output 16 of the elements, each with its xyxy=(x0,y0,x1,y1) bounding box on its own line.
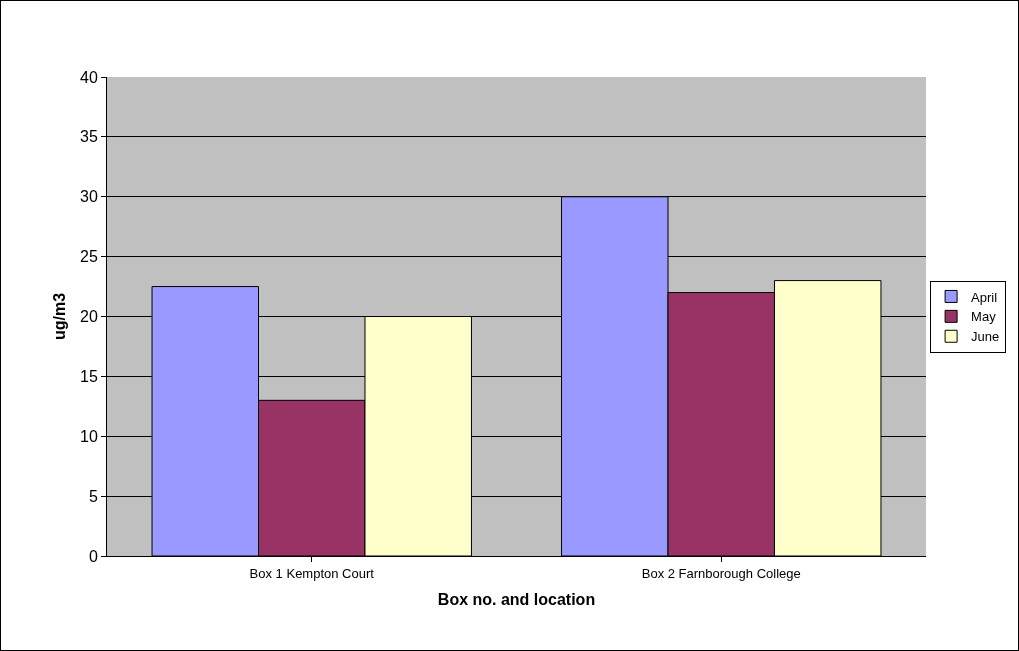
x-axis-title: Box no. and location xyxy=(437,591,596,609)
y-tick-label: 5 xyxy=(88,487,98,505)
x-tick-label: Box 1 Kempton Court xyxy=(249,565,375,581)
legend-label: May xyxy=(971,309,997,325)
x-tick-label: Box 2 Farnborough College xyxy=(641,565,801,581)
y-tick-label: 15 xyxy=(80,367,98,385)
y-axis-title: ug/m3 xyxy=(51,292,68,341)
legend-label: April xyxy=(971,289,998,305)
y-tick-label: 25 xyxy=(80,248,98,266)
y-tick-label: 10 xyxy=(80,427,98,445)
y-tick-label: 30 xyxy=(80,188,98,206)
y-tick-label: 40 xyxy=(80,68,98,86)
y-tick-label: 0 xyxy=(88,547,98,565)
legend-label: June xyxy=(971,329,1000,345)
y-tick-label: 35 xyxy=(80,128,98,146)
y-tick-label: 20 xyxy=(80,308,98,326)
